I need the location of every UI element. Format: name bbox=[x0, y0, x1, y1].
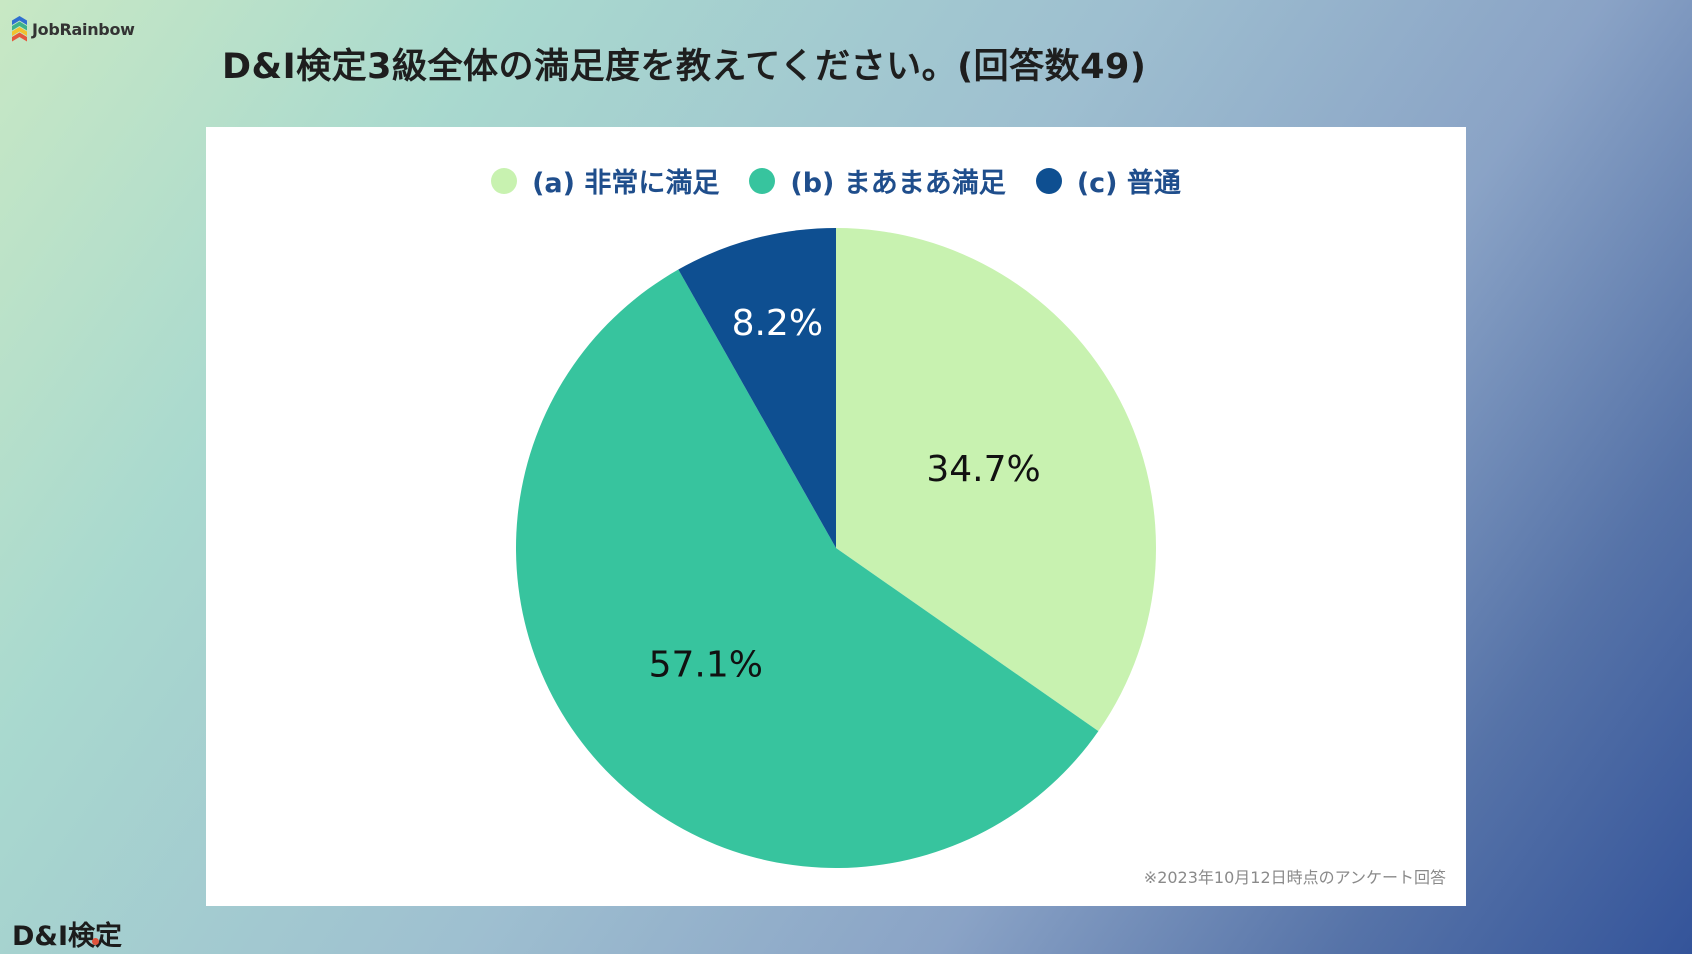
legend-label-a: (a) 非常に満足 bbox=[532, 168, 720, 199]
logo-band-yellow bbox=[12, 27, 27, 36]
slice-label-neutral: 8.2% bbox=[732, 303, 823, 344]
legend-label-c: (c) 普通 bbox=[1076, 168, 1181, 199]
pie-chart: 34.7% 57.1% 8.2% bbox=[516, 228, 1156, 868]
survey-date-footnote: ※2023年10月12日時点のアンケート回答 bbox=[1143, 868, 1446, 887]
legend-swatch-c bbox=[1035, 167, 1062, 194]
footer-logo: D&I検定 bbox=[12, 921, 123, 952]
slice-somewhat-satisfied bbox=[516, 269, 1099, 868]
logo-band-blue bbox=[12, 16, 27, 25]
footer-logo-dot bbox=[92, 938, 99, 945]
legend-item-a: (a) 非常に満足 bbox=[491, 161, 719, 200]
jobrainbow-logo-icon bbox=[12, 16, 27, 42]
legend-item-c: (c) 普通 bbox=[1035, 161, 1181, 200]
slice-neutral bbox=[678, 228, 836, 548]
legend-swatch-a bbox=[491, 167, 518, 194]
logo-band-red bbox=[12, 32, 27, 42]
slice-label-somewhat-satisfied: 57.1% bbox=[649, 644, 763, 685]
brand-name: JobRainbow bbox=[32, 19, 135, 39]
slice-label-very-satisfied: 34.7% bbox=[926, 449, 1040, 490]
chart-legend: (a) 非常に満足 (b) まあまあ満足 (c) 普通 bbox=[206, 161, 1466, 200]
logo-band-green bbox=[12, 21, 27, 31]
chart-card: (a) 非常に満足 (b) まあまあ満足 (c) 普通 34.7% 57.1% 8.… bbox=[206, 127, 1466, 906]
jobrainbow-logo: JobRainbow bbox=[12, 16, 135, 42]
legend-swatch-b bbox=[749, 167, 776, 194]
legend-item-b: (b) まあまあ満足 bbox=[749, 161, 1006, 200]
legend-label-b: (b) まあまあ満足 bbox=[790, 168, 1006, 199]
page-title: D&I検定3級全体の満足度を教えてください。(回答数49) bbox=[222, 47, 1147, 87]
slice-very-satisfied bbox=[836, 228, 1156, 732]
